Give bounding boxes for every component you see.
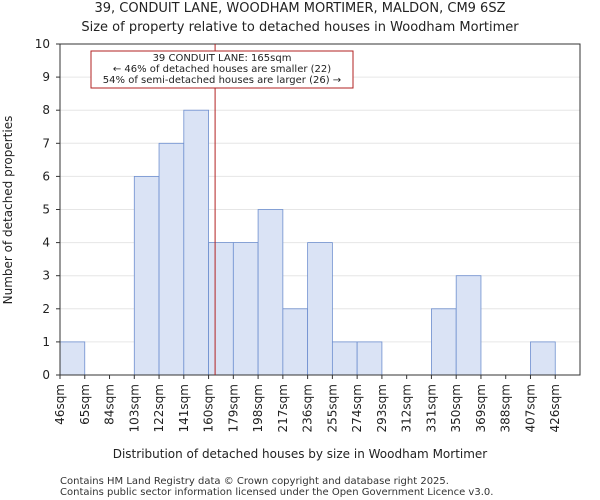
x-tick-label: 65sqm bbox=[78, 384, 92, 425]
annotation-line-3: 54% of semi-detached houses are larger (… bbox=[103, 75, 341, 86]
x-tick-label: 388sqm bbox=[499, 384, 513, 432]
y-axis-label: Number of detached properties bbox=[1, 116, 15, 305]
x-axis-ticks: 46sqm 65sqm 84sqm 103sqm 122sqm 141sqm 160sqm 1… bbox=[53, 375, 562, 432]
bars bbox=[59, 109, 556, 376]
x-tick-label: 274sqm bbox=[350, 384, 364, 432]
annotation-box: 39 CONDUIT LANE: 165sqm ← 46% of detache… bbox=[90, 50, 354, 89]
histogram-bar bbox=[331, 341, 358, 376]
x-tick-label: 217sqm bbox=[276, 384, 290, 432]
x-tick-label: 312sqm bbox=[400, 384, 414, 432]
x-tick-label: 350sqm bbox=[449, 384, 463, 432]
x-tick-label: 255sqm bbox=[325, 384, 339, 432]
histogram-bar bbox=[530, 341, 556, 376]
chart-title: 39, CONDUIT LANE, WOODHAM MORTIMER, MALD… bbox=[94, 1, 505, 16]
histogram-bar bbox=[208, 242, 234, 376]
x-tick-label: 179sqm bbox=[226, 384, 240, 432]
chart-subtitle: Size of property relative to detached ho… bbox=[81, 20, 519, 35]
histogram-bar bbox=[232, 242, 259, 376]
y-tick-label: 9 bbox=[42, 70, 50, 84]
footer-licence: Contains public sector information licen… bbox=[60, 487, 493, 498]
histogram-bar bbox=[431, 308, 457, 376]
histogram-bar bbox=[307, 242, 333, 376]
histogram-bar bbox=[455, 275, 482, 376]
y-tick-label: 5 bbox=[42, 203, 50, 217]
histogram-bar bbox=[133, 175, 160, 376]
footer-copyright: Contains HM Land Registry data © Crown c… bbox=[60, 476, 449, 487]
annotation-line-1: 39 CONDUIT LANE: 165sqm bbox=[153, 53, 292, 64]
y-tick-label: 7 bbox=[42, 136, 50, 150]
x-tick-label: 122sqm bbox=[152, 384, 166, 432]
x-tick-label: 160sqm bbox=[202, 384, 216, 432]
y-tick-label: 3 bbox=[42, 269, 50, 283]
histogram-bar bbox=[158, 142, 185, 376]
x-tick-label: 407sqm bbox=[523, 384, 537, 432]
annotation-frame bbox=[90, 50, 354, 89]
annotation-line-2: ← 46% of detached houses are smaller (22… bbox=[113, 64, 331, 75]
x-tick-label: 84sqm bbox=[103, 384, 117, 425]
y-tick-label: 10 bbox=[35, 37, 50, 51]
histogram-bar bbox=[282, 308, 309, 376]
x-tick-label: 331sqm bbox=[424, 384, 438, 432]
x-tick-label: 426sqm bbox=[548, 384, 562, 432]
x-tick-label: 103sqm bbox=[127, 384, 141, 432]
x-tick-label: 46sqm bbox=[53, 384, 67, 425]
x-tick-label: 141sqm bbox=[177, 384, 191, 432]
y-tick-label: 1 bbox=[42, 335, 50, 349]
y-tick-label: 8 bbox=[42, 103, 50, 117]
x-tick-label: 293sqm bbox=[375, 384, 389, 432]
y-tick-label: 6 bbox=[42, 169, 50, 183]
x-axis-label: Distribution of detached houses by size … bbox=[113, 447, 488, 461]
histogram-bar bbox=[183, 109, 209, 376]
histogram-bar bbox=[59, 341, 86, 376]
y-axis-ticks: 0 1 2 3 4 5 6 7 8 9 10 bbox=[35, 37, 60, 382]
x-tick-label: 236sqm bbox=[301, 384, 315, 432]
x-tick-label: 369sqm bbox=[474, 384, 488, 432]
histogram-bar bbox=[356, 341, 383, 376]
y-tick-label: 0 bbox=[42, 368, 50, 382]
x-tick-label: 198sqm bbox=[251, 384, 265, 432]
histogram-bar bbox=[257, 209, 284, 376]
y-tick-label: 2 bbox=[42, 302, 50, 316]
y-tick-label: 4 bbox=[42, 236, 50, 250]
